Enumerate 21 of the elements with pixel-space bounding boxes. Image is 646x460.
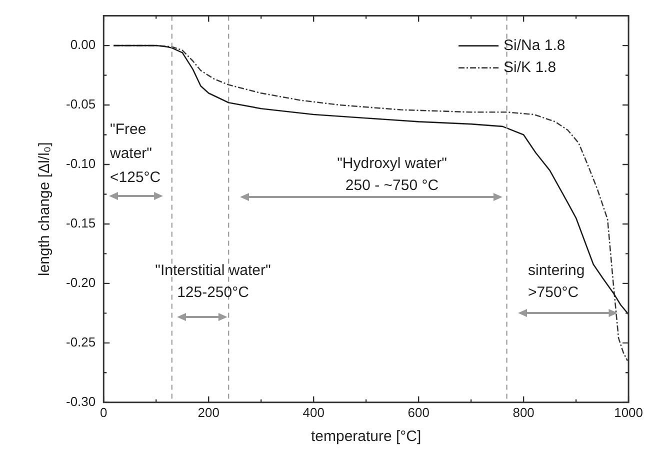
x-tick-label: 1000 [614, 404, 643, 420]
legend-label: Si/Na 1.8 [504, 36, 566, 54]
annotation: "Hydroxyl water" 250 - ~750 °C [337, 155, 447, 194]
y-tick-label: -0.30 [66, 394, 96, 409]
y-tick-label: -0.25 [66, 334, 96, 350]
x-tick-label: 0 [100, 404, 108, 420]
y-axis-title: length change [Δl/l₀] [36, 142, 54, 276]
x-tick-label: 800 [512, 404, 534, 420]
x-tick-label: 600 [408, 404, 430, 420]
y-tick-label: -0.15 [66, 216, 96, 231]
x-tick-label: 400 [302, 404, 324, 420]
x-axis-title: temperature [°C] [310, 428, 422, 446]
x-tick-label: 200 [198, 404, 220, 420]
legend-label: Si/K 1.8 [504, 58, 556, 76]
y-tick-label: -0.05 [66, 96, 96, 112]
annotation: "Interstitial water" 125-250°C [155, 262, 271, 301]
y-tick-label: -0.20 [66, 275, 96, 290]
y-tick-label: -0.10 [66, 156, 96, 172]
annotation: sintering >750°C [528, 262, 585, 301]
annotation: "Free water" <125°C [109, 121, 161, 186]
y-tick-label: 0.00 [70, 37, 96, 52]
